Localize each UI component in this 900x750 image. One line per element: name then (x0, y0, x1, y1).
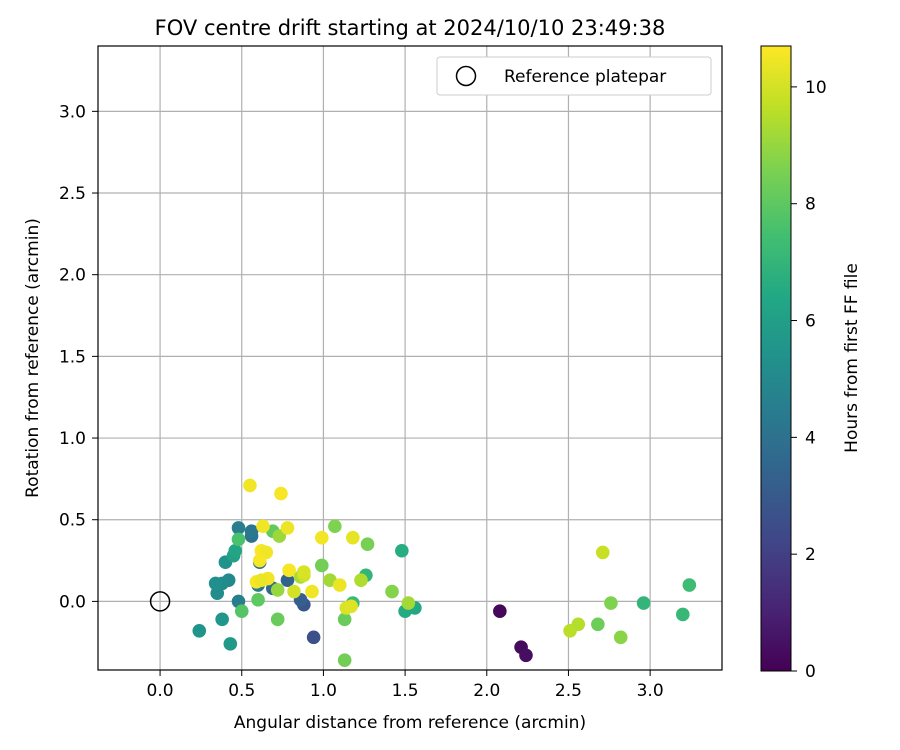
data-point (337, 653, 352, 667)
data-point (282, 563, 296, 578)
x-tick-label: 0.5 (228, 681, 255, 701)
data-point (519, 648, 533, 663)
colorbar-label: Hours from first FF file (842, 263, 862, 453)
x-tick-label: 1.0 (310, 681, 337, 701)
data-point (636, 596, 651, 610)
colorbar-tick-label: 0 (805, 662, 816, 682)
data-point (228, 543, 243, 558)
y-tick-label: 1.0 (59, 429, 86, 449)
data-points (192, 478, 697, 667)
data-point (280, 521, 295, 535)
chart-title: FOV centre drift starting at 2024/10/10 … (155, 16, 666, 40)
data-point (595, 545, 610, 560)
data-point (251, 592, 265, 607)
colorbar-tick-label: 6 (805, 312, 816, 332)
y-tick-label: 3.0 (59, 102, 86, 122)
data-point (270, 583, 285, 597)
x-tick-label: 0.0 (147, 681, 174, 701)
x-axis-ticks: 0.0 0.5 1.0 1.5 2.0 2.5 3.0 (147, 670, 664, 701)
data-point (287, 584, 301, 599)
x-tick-label: 2.0 (473, 681, 500, 701)
data-point (231, 521, 246, 535)
data-point (208, 576, 223, 591)
data-point (675, 607, 690, 622)
y-tick-label: 2.5 (59, 184, 86, 204)
colorbar-tick-label: 2 (805, 545, 816, 565)
x-tick-label: 1.5 (392, 681, 419, 701)
data-point (306, 630, 321, 645)
data-point (231, 532, 246, 547)
data-point (360, 537, 375, 552)
data-point (314, 530, 329, 545)
colorbar-tick-label: 10 (805, 78, 827, 98)
y-tick-label: 0.0 (59, 592, 86, 612)
y-axis-ticks: 0.0 0.5 1.0 1.5 2.0 2.5 3.0 (59, 102, 98, 612)
reference-point (149, 591, 171, 612)
colorbar: 0 2 4 6 8 10 Hours from first FF file (760, 45, 862, 682)
legend-label: Reference platepar (504, 67, 666, 87)
data-point (613, 630, 628, 645)
reference-marker (149, 591, 171, 612)
data-point (385, 584, 399, 599)
data-point (591, 617, 605, 632)
data-point (401, 596, 416, 610)
y-tick-label: 0.5 (59, 511, 86, 531)
data-point (682, 578, 697, 592)
data-point (346, 530, 360, 545)
data-point (192, 623, 207, 638)
data-point (344, 599, 358, 614)
x-tick-label: 3.0 (637, 681, 664, 701)
data-point (297, 565, 311, 579)
data-point (328, 519, 342, 534)
legend-box (436, 56, 712, 96)
data-point (305, 584, 319, 599)
data-point (244, 524, 259, 538)
data-point (252, 553, 267, 568)
data-point (337, 612, 352, 627)
data-point (215, 612, 229, 627)
data-point (254, 573, 269, 587)
data-point (571, 617, 586, 632)
colorbar-gradient (760, 45, 792, 672)
data-point (493, 604, 507, 618)
data-point (256, 519, 270, 534)
legend-marker-icon (455, 65, 477, 87)
y-axis-label: Rotation from reference (arcmin) (23, 218, 43, 498)
data-point (332, 578, 347, 592)
data-point (234, 604, 249, 618)
x-axis-label: Angular distance from reference (arcmin) (234, 713, 586, 733)
data-point (274, 486, 288, 501)
plot-frame (97, 45, 723, 671)
colorbar-tick-label: 4 (805, 428, 816, 448)
y-tick-label: 2.0 (59, 266, 86, 286)
colorbar-ticks: 0 2 4 6 8 10 (791, 78, 827, 682)
data-point (314, 558, 329, 573)
data-point (395, 543, 409, 558)
data-point (270, 612, 285, 627)
legend: Reference platepar (436, 56, 712, 96)
x-tick-label: 2.5 (555, 681, 582, 701)
y-tick-label: 1.5 (59, 347, 86, 367)
plot-area (98, 46, 722, 670)
grid (98, 46, 722, 670)
data-point (604, 596, 618, 610)
data-point (354, 573, 368, 587)
data-point (223, 637, 238, 651)
colorbar-tick-label: 8 (805, 195, 816, 215)
data-point (243, 478, 257, 493)
